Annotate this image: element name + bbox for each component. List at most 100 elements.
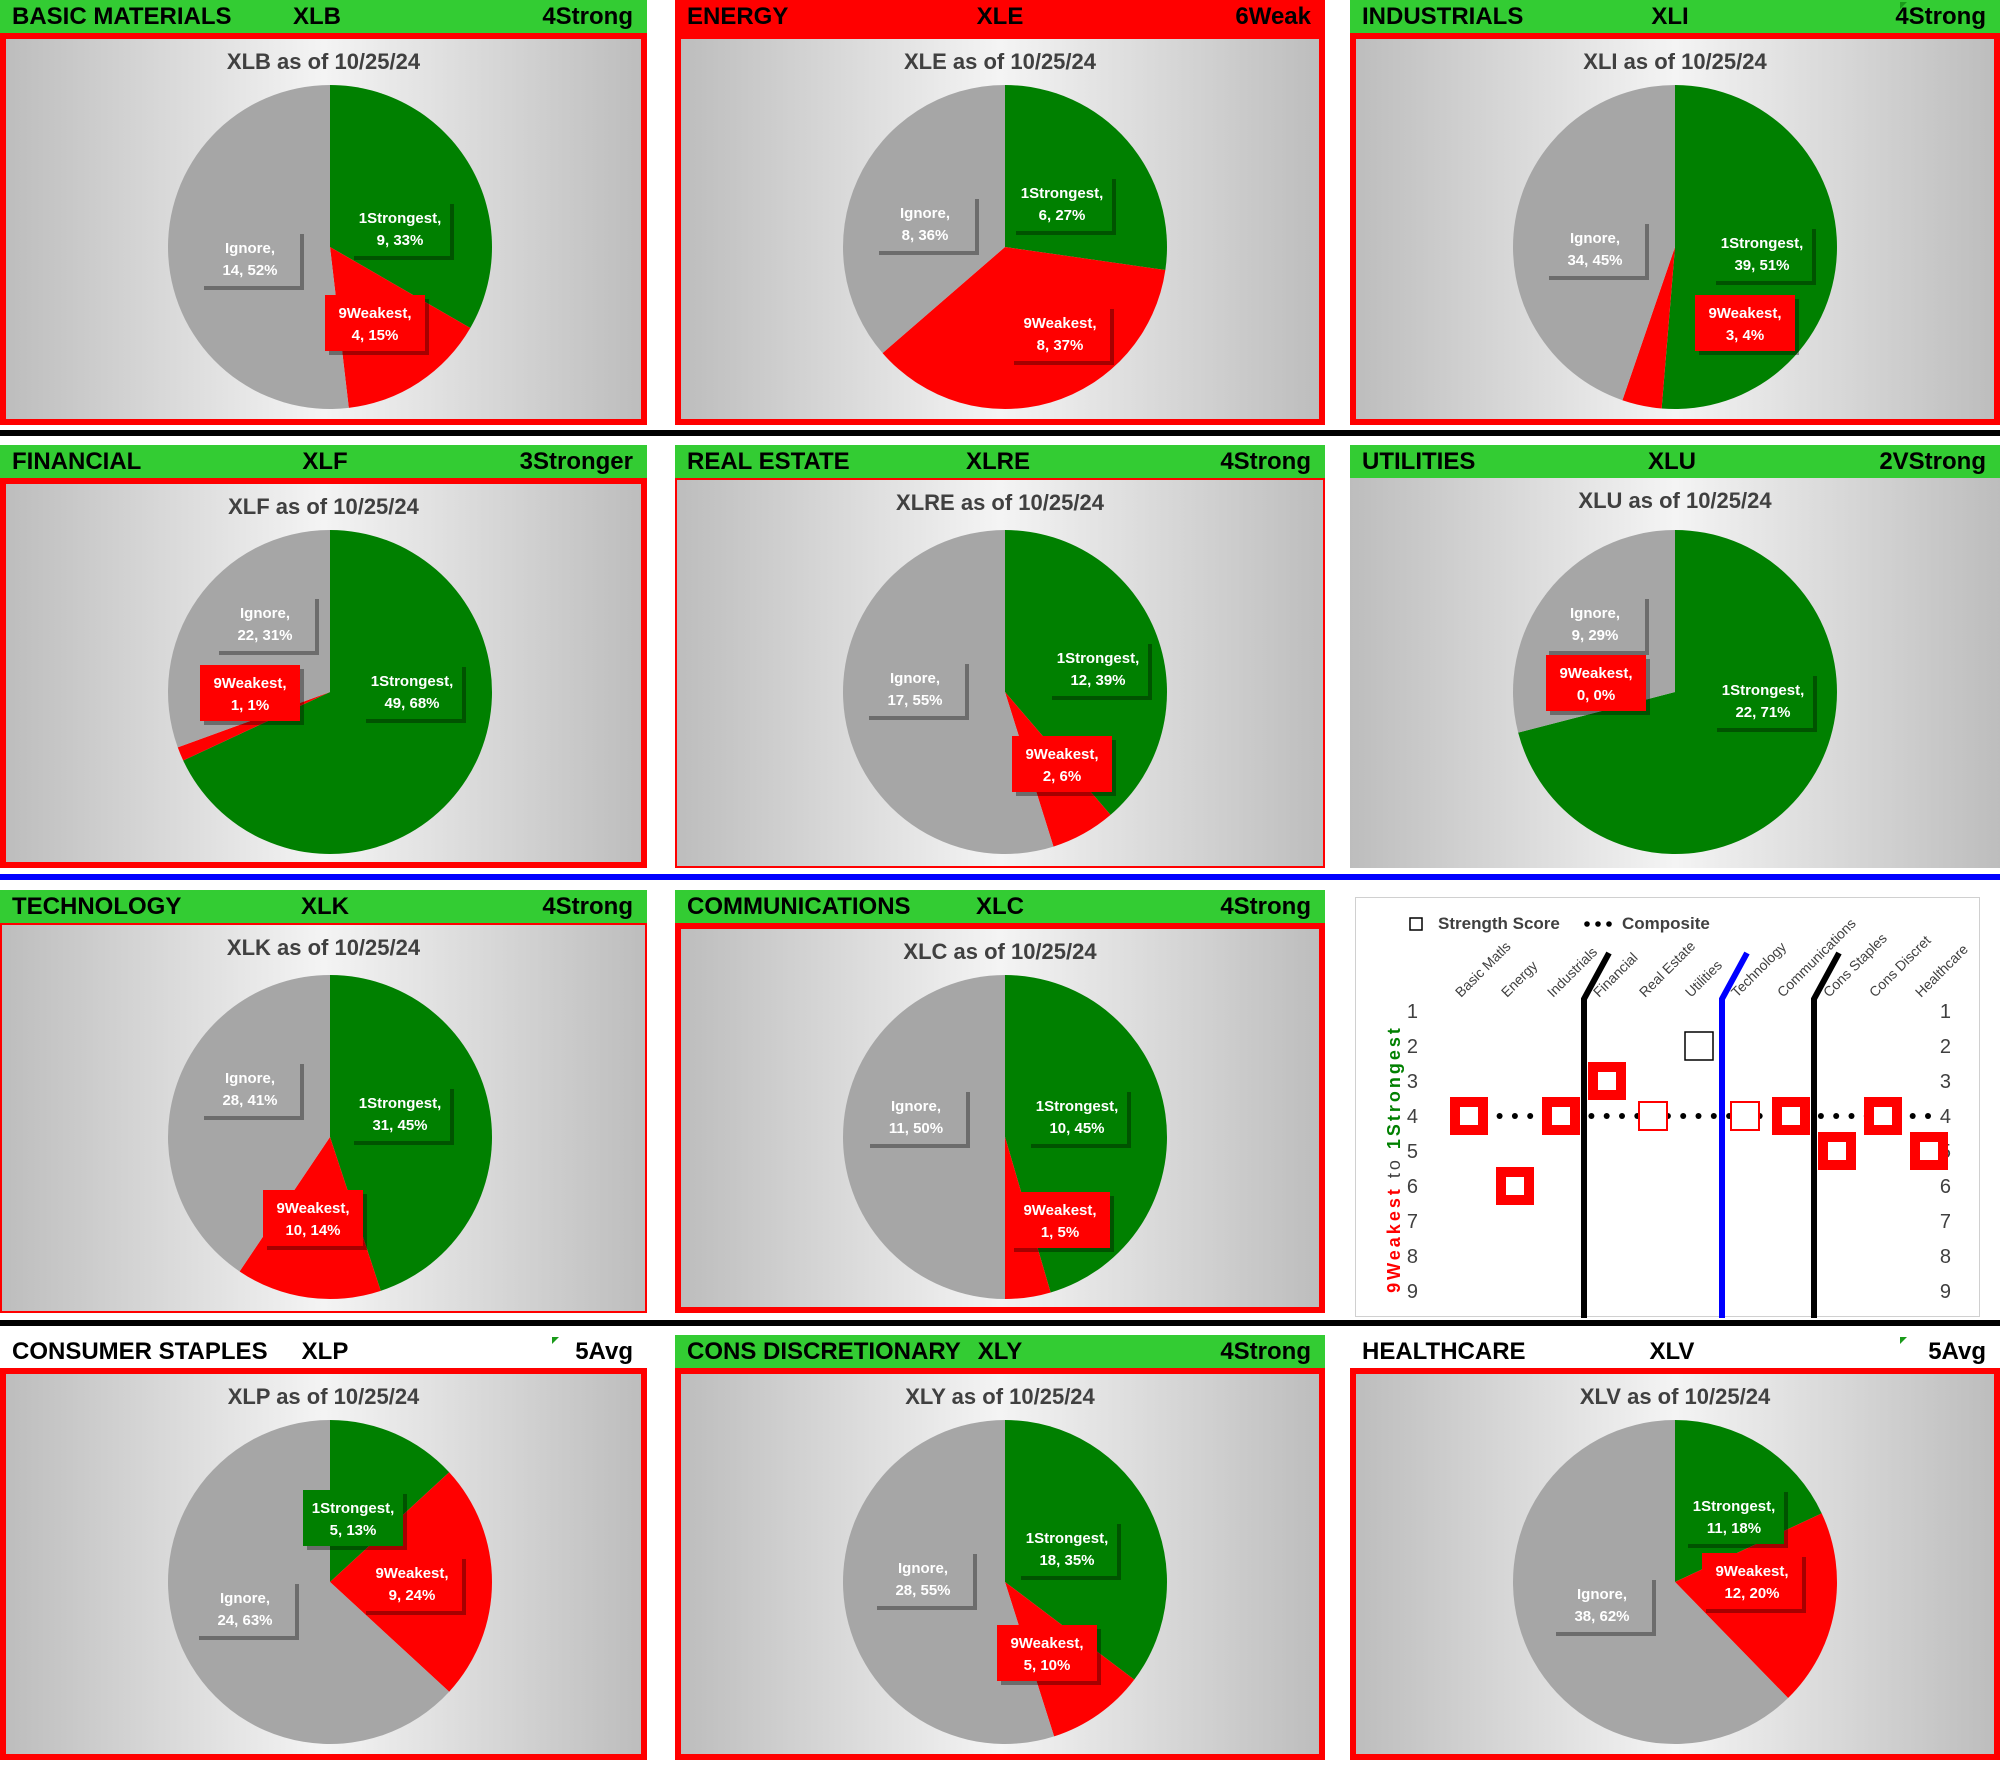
data-label-name: Ignore,: [1570, 230, 1620, 247]
y-tick-right: 7: [1940, 1211, 1951, 1233]
strength-score-marker: [1730, 1101, 1760, 1131]
data-label-value: 12, 39%: [1070, 672, 1125, 689]
data-label-value: 6, 27%: [1039, 207, 1086, 224]
sector-header: INDUSTRIALS XLI 4Strong: [1350, 0, 2000, 33]
data-label-box: [1695, 295, 1795, 351]
data-label-name: Ignore,: [220, 1590, 270, 1607]
data-label-box: [997, 1625, 1097, 1681]
strength-score-marker: [1818, 1132, 1856, 1170]
sector-name: FINANCIAL: [12, 448, 142, 475]
composite-dot: [1527, 1113, 1534, 1119]
strength-score-marker: [1588, 1062, 1626, 1100]
chart-panel: XLY as of 10/25/24 1Strongest, 18, 35% 9Wea…: [675, 1368, 1325, 1760]
sector-name: CONSUMER STAPLES: [12, 1338, 268, 1365]
sector-name: INDUSTRIALS: [1362, 3, 1524, 30]
chart-panel: XLV as of 10/25/24 1Strongest, 11, 18% 9Wea…: [1350, 1368, 2000, 1760]
composite-dot: [1511, 1113, 1518, 1119]
y-tick-left: 4: [1407, 1106, 1418, 1128]
y-tick-right: 6: [1940, 1176, 1951, 1198]
data-label-name: 1Strongest,: [312, 1500, 395, 1517]
data-label-name: 9Weakest,: [1023, 1202, 1096, 1219]
sector-header: CONS DISCRETIONARY XLY 4Strong: [675, 1335, 1325, 1368]
data-label-value: 4, 15%: [352, 327, 399, 344]
composite-dot: [1710, 1113, 1717, 1119]
data-label-value: 12, 20%: [1724, 1585, 1779, 1602]
sector-ticker: XLP: [301, 1338, 349, 1365]
pie-chart: 1Strongest, 22, 71% 9Weakest, 0, 0% Ignore, 9…: [1513, 530, 1837, 854]
chart-title: XLI as of 10/25/24: [1583, 49, 1767, 74]
data-label-box: [362, 663, 462, 719]
data-label-value: 17, 55%: [887, 692, 942, 709]
data-label-name: Ignore,: [1577, 1586, 1627, 1603]
chart-panel: XLC as of 10/25/24 1Strongest, 10, 45% 9Wea…: [675, 923, 1325, 1313]
y-tick-left: 5: [1407, 1141, 1418, 1163]
chart-title: XLE as of 10/25/24: [904, 49, 1096, 74]
chart-panel: XLB as of 10/25/24 1Strongest, 9, 33% 9Weak…: [0, 33, 647, 425]
legend-dot-icon: [1606, 921, 1612, 927]
sector-ticker: XLU: [1648, 448, 1696, 475]
pie-slice-strongest: [1518, 530, 1837, 854]
data-label-box: [1552, 1576, 1652, 1632]
sector-name: COMMUNICATIONS: [687, 893, 911, 920]
y-tick-left: 2: [1407, 1036, 1418, 1058]
sector-name: UTILITIES: [1362, 448, 1476, 475]
pie-slice-strongest: [183, 530, 492, 854]
chart-title: XLRE as of 10/25/24: [896, 490, 1104, 515]
category-label: Utilities: [1682, 957, 1725, 1000]
data-label-box: [866, 1088, 966, 1144]
sector-ticker: XLY: [977, 1338, 1023, 1365]
pie-chart: 1Strongest, 18, 35% 9Weakest, 5, 10% Ignore,…: [843, 1420, 1167, 1744]
sector-header: COMMUNICATIONS XLC 4Strong: [675, 890, 1325, 923]
data-label-name: Ignore,: [898, 1560, 948, 1577]
data-label-box: [350, 200, 450, 256]
sector-name: BASIC MATERIALS: [12, 3, 232, 30]
data-label-box: [1702, 1553, 1802, 1609]
strength-score-chart: Strength ScoreComposite11223344556677889…: [1355, 897, 1980, 1318]
data-label-name: 9Weakest,: [1708, 305, 1781, 322]
data-label-value: 8, 36%: [902, 227, 949, 244]
strength-score-marker: [1450, 1097, 1488, 1135]
data-label-box: [1545, 595, 1645, 651]
pie-chart: 1Strongest, 12, 39% 9Weakest, 2, 6% Ignore, 1…: [843, 530, 1167, 854]
chart-panel: XLI as of 10/25/24 1Strongest, 39, 51% 9Wea…: [1350, 33, 2000, 425]
data-label-box: [362, 1555, 462, 1611]
composite-dot: [1680, 1113, 1687, 1119]
data-label-name: 1Strongest,: [359, 210, 442, 227]
sector-name: REAL ESTATE: [687, 448, 850, 475]
pie-slice-ignore: [168, 975, 330, 1272]
pie-chart: 1Strongest, 49, 68% 9Weakest, 1, 1% Ignore, 2…: [168, 530, 492, 854]
data-label-value: 2, 6%: [1043, 768, 1081, 785]
data-label-name: Ignore,: [225, 240, 275, 257]
data-label-name: 1Strongest,: [1693, 1498, 1776, 1515]
row-separator: [0, 874, 2000, 880]
data-label-name: Ignore,: [1570, 605, 1620, 622]
row-separator: [0, 1320, 2000, 1326]
data-label-value: 1, 1%: [231, 697, 269, 714]
data-label-box: [1012, 736, 1112, 792]
composite-dot: [1833, 1113, 1840, 1119]
category-label: Energy: [1498, 957, 1541, 1000]
data-label-name: 9Weakest,: [375, 1565, 448, 1582]
data-label-box: [200, 665, 300, 721]
sector-header: BASIC MATERIALS XLB 4Strong: [0, 0, 647, 33]
data-label-name: 1Strongest,: [1722, 682, 1805, 699]
sector-rating: 4Strong: [1220, 1338, 1311, 1365]
data-label-box: [875, 195, 975, 251]
y-tick-right: 4: [1940, 1106, 1951, 1128]
data-label-name: 9Weakest,: [1715, 1563, 1788, 1580]
data-label-box: [200, 1060, 300, 1116]
data-label-box: [865, 660, 965, 716]
y-tick-left: 1: [1407, 1001, 1418, 1023]
data-label-name: Ignore,: [890, 670, 940, 687]
data-label-box: [1545, 220, 1645, 276]
data-label-value: 11, 50%: [889, 1120, 943, 1137]
sector-ticker: XLK: [301, 893, 349, 920]
y-tick-right: 3: [1940, 1071, 1951, 1093]
sector-header: CONSUMER STAPLES XLP 5Avg: [0, 1335, 647, 1368]
legend-composite-label: Composite: [1622, 914, 1710, 933]
sector-rating: 4Strong: [542, 893, 633, 920]
chart-panel: XLRE as of 10/25/24 1Strongest, 12, 39% 9We…: [675, 478, 1325, 868]
sector-name: TECHNOLOGY: [12, 893, 182, 920]
composite-dot: [1817, 1113, 1824, 1119]
data-label-value: 9, 24%: [389, 1587, 436, 1604]
